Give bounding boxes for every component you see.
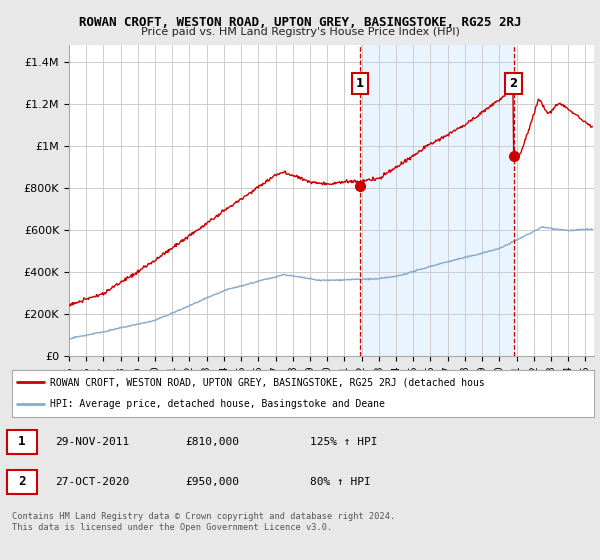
Bar — [360, 45, 514, 356]
Text: £810,000: £810,000 — [185, 437, 239, 447]
Text: £950,000: £950,000 — [185, 477, 239, 487]
Text: 125% ↑ HPI: 125% ↑ HPI — [310, 437, 377, 447]
Text: ROWAN CROFT, WESTON ROAD, UPTON GREY, BASINGSTOKE, RG25 2RJ: ROWAN CROFT, WESTON ROAD, UPTON GREY, BA… — [79, 16, 521, 29]
Text: 1: 1 — [356, 77, 364, 90]
Text: 80% ↑ HPI: 80% ↑ HPI — [310, 477, 371, 487]
FancyBboxPatch shape — [7, 470, 37, 494]
FancyBboxPatch shape — [7, 430, 37, 454]
Text: 1: 1 — [18, 436, 26, 449]
Text: 2: 2 — [18, 475, 26, 488]
Text: 29-NOV-2011: 29-NOV-2011 — [55, 437, 129, 447]
Text: ROWAN CROFT, WESTON ROAD, UPTON GREY, BASINGSTOKE, RG25 2RJ (detached hous: ROWAN CROFT, WESTON ROAD, UPTON GREY, BA… — [50, 377, 485, 388]
Text: Contains HM Land Registry data © Crown copyright and database right 2024.
This d: Contains HM Land Registry data © Crown c… — [12, 512, 395, 532]
Text: HPI: Average price, detached house, Basingstoke and Deane: HPI: Average price, detached house, Basi… — [50, 399, 385, 409]
Text: 27-OCT-2020: 27-OCT-2020 — [55, 477, 129, 487]
Text: 2: 2 — [509, 77, 518, 90]
Text: Price paid vs. HM Land Registry's House Price Index (HPI): Price paid vs. HM Land Registry's House … — [140, 27, 460, 37]
